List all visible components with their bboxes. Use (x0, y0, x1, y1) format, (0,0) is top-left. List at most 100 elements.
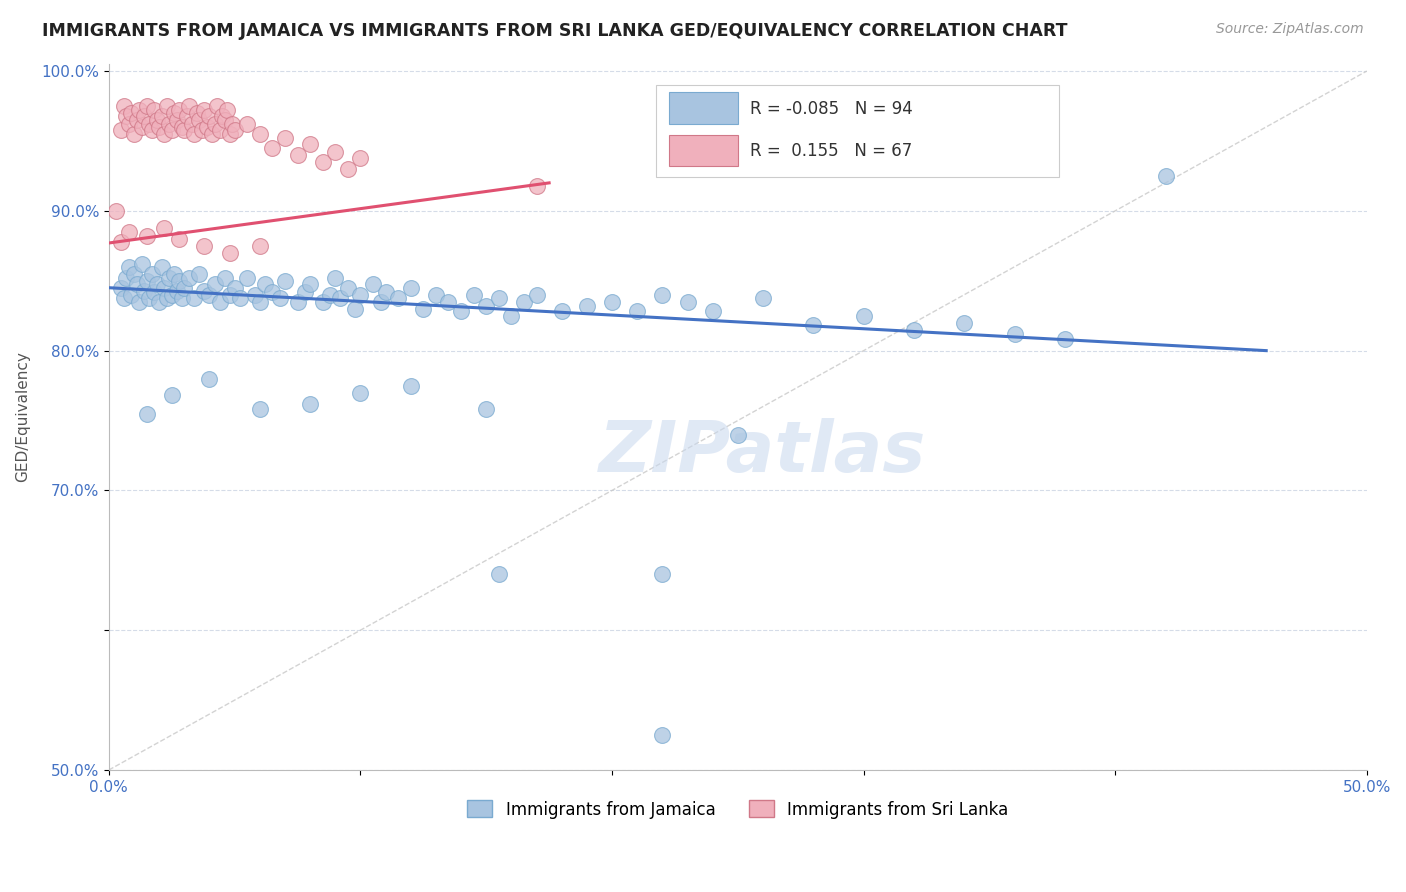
Point (183, 127, 205, 141)
Point (349, 385, 371, 400)
Point (374, 285, 396, 299)
Point (145, 277, 167, 291)
Point (217, 103, 239, 118)
Point (173, 122, 195, 136)
Point (488, 291, 510, 305)
Point (121, 287, 143, 301)
Point (319, 287, 342, 301)
Point (600, 294, 623, 309)
Point (125, 277, 148, 291)
Point (135, 407, 157, 421)
Point (387, 291, 409, 305)
Point (526, 287, 548, 301)
Point (186, 106, 208, 120)
Point (141, 267, 163, 281)
Point (214, 271, 236, 285)
Point (221, 117, 243, 131)
Point (112, 291, 135, 305)
Point (249, 294, 271, 309)
Point (179, 99, 201, 113)
Point (169, 103, 191, 118)
Point (205, 99, 228, 113)
Point (450, 304, 472, 318)
Point (501, 309, 523, 323)
Point (121, 106, 143, 120)
Point (150, 260, 173, 274)
Point (344, 301, 367, 316)
Point (176, 109, 198, 123)
Point (183, 291, 205, 305)
Point (135, 99, 157, 113)
Point (198, 371, 221, 385)
Point (475, 402, 498, 417)
Point (201, 127, 224, 141)
Point (575, 299, 598, 313)
FancyBboxPatch shape (657, 86, 1059, 177)
Point (651, 728, 673, 742)
Point (193, 284, 215, 298)
Point (170, 120, 193, 134)
Point (903, 323, 925, 337)
Point (218, 127, 240, 141)
Point (170, 291, 193, 305)
Point (262, 285, 284, 299)
Point (138, 117, 160, 131)
Point (115, 109, 138, 123)
Point (299, 397, 322, 411)
Point (399, 378, 422, 392)
Point (336, 281, 359, 295)
Point (157, 271, 180, 285)
Point (191, 122, 214, 136)
Point (198, 109, 221, 123)
Point (193, 239, 215, 253)
Point (156, 99, 179, 113)
Point (299, 277, 322, 291)
Point (145, 113, 167, 128)
Point (249, 402, 271, 417)
Point (180, 117, 202, 131)
Point (651, 567, 673, 582)
Text: IMMIGRANTS FROM JAMAICA VS IMMIGRANTS FROM SRI LANKA GED/EQUIVALENCY CORRELATION: IMMIGRANTS FROM JAMAICA VS IMMIGRANTS FR… (42, 22, 1067, 40)
Point (551, 304, 574, 318)
Point (153, 127, 176, 141)
Y-axis label: GED/Equivalency: GED/Equivalency (15, 351, 30, 483)
Point (336, 161, 359, 176)
Point (287, 148, 309, 162)
Bar (669, 92, 738, 124)
Point (148, 120, 170, 134)
Point (143, 285, 166, 299)
Point (122, 267, 145, 281)
Point (475, 299, 498, 313)
Point (153, 281, 176, 295)
Point (169, 274, 191, 288)
Point (801, 318, 824, 333)
Point (752, 291, 775, 305)
Point (208, 294, 231, 309)
Point (370, 294, 392, 309)
Text: R =  0.155   N = 67: R = 0.155 N = 67 (751, 142, 912, 160)
Text: R = -0.085   N = 94: R = -0.085 N = 94 (751, 100, 912, 118)
Point (188, 267, 211, 281)
Point (179, 271, 201, 285)
Point (727, 427, 749, 442)
Point (188, 113, 211, 128)
Legend: Immigrants from Jamaica, Immigrants from Sri Lanka: Immigrants from Jamaica, Immigrants from… (461, 794, 1015, 825)
Point (253, 277, 276, 291)
Point (626, 304, 648, 318)
Point (163, 106, 186, 120)
Point (160, 388, 183, 402)
Point (173, 281, 195, 295)
Point (651, 287, 673, 301)
Point (412, 301, 434, 316)
Point (118, 260, 141, 274)
Point (156, 291, 179, 305)
Point (143, 103, 166, 118)
Point (128, 294, 150, 309)
Point (118, 225, 141, 239)
Bar (669, 135, 738, 167)
Point (1004, 326, 1026, 341)
Point (236, 117, 259, 131)
Point (132, 284, 155, 298)
Point (218, 287, 240, 301)
Point (110, 281, 132, 295)
